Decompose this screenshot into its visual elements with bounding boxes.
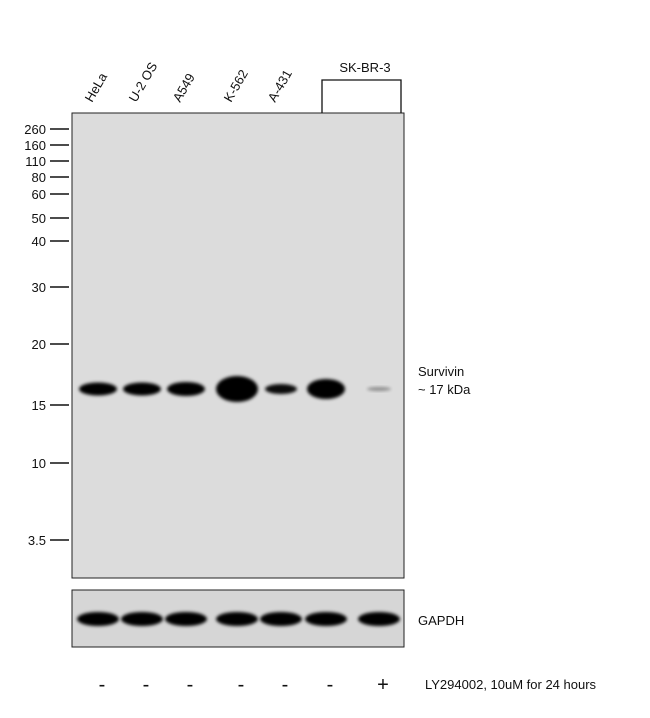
survivin-band xyxy=(216,376,258,402)
marker-label: 40 xyxy=(32,234,46,249)
survivin-band xyxy=(167,382,205,396)
treatment-sign: - xyxy=(187,674,194,696)
survivin-label: Survivin xyxy=(418,364,464,379)
survivin-band xyxy=(79,382,117,396)
treatment-label: LY294002, 10uM for 24 hours xyxy=(425,677,597,692)
lane-label: U-2 OS xyxy=(126,59,161,104)
group-bracket xyxy=(321,79,402,113)
size-label: ~ 17 kDa xyxy=(418,382,471,397)
marker-label: 15 xyxy=(32,398,46,413)
lane-label: HeLa xyxy=(82,69,111,104)
treatment-sign: + xyxy=(377,674,389,696)
marker-label: 260 xyxy=(24,122,46,137)
gapdh-band xyxy=(260,612,302,626)
survivin-band xyxy=(367,387,391,391)
treatment-sign: - xyxy=(143,674,150,696)
gapdh-band xyxy=(358,612,400,626)
marker-label: 110 xyxy=(25,154,46,169)
marker-label: 30 xyxy=(32,280,46,295)
marker-label: 50 xyxy=(32,211,46,226)
gapdh-band xyxy=(165,612,207,626)
gapdh-band xyxy=(216,612,258,626)
marker-label: 10 xyxy=(32,456,46,471)
treatment-sign: - xyxy=(238,674,245,696)
marker-label: 20 xyxy=(32,337,46,352)
marker-label: 160 xyxy=(24,138,46,153)
marker-label: 80 xyxy=(32,170,46,185)
marker-label: 60 xyxy=(32,187,46,202)
treatment-sign: - xyxy=(282,674,289,696)
gapdh-band xyxy=(121,612,163,626)
main-blot xyxy=(71,112,405,579)
lane-label: A549 xyxy=(170,71,198,105)
lane-label: A-431 xyxy=(265,67,295,105)
gapdh-band xyxy=(77,612,119,626)
group-label: SK-BR-3 xyxy=(339,60,390,75)
treatment-sign: - xyxy=(99,674,106,696)
gapdh-label: GAPDH xyxy=(418,613,464,628)
survivin-band xyxy=(307,379,345,399)
gapdh-band xyxy=(305,612,347,626)
bands xyxy=(77,376,400,626)
treatment-sign: - xyxy=(327,674,334,696)
survivin-band xyxy=(265,384,297,394)
marker-label: 3.5 xyxy=(28,533,46,548)
survivin-band xyxy=(123,382,161,396)
lane-label: K-562 xyxy=(221,67,251,105)
